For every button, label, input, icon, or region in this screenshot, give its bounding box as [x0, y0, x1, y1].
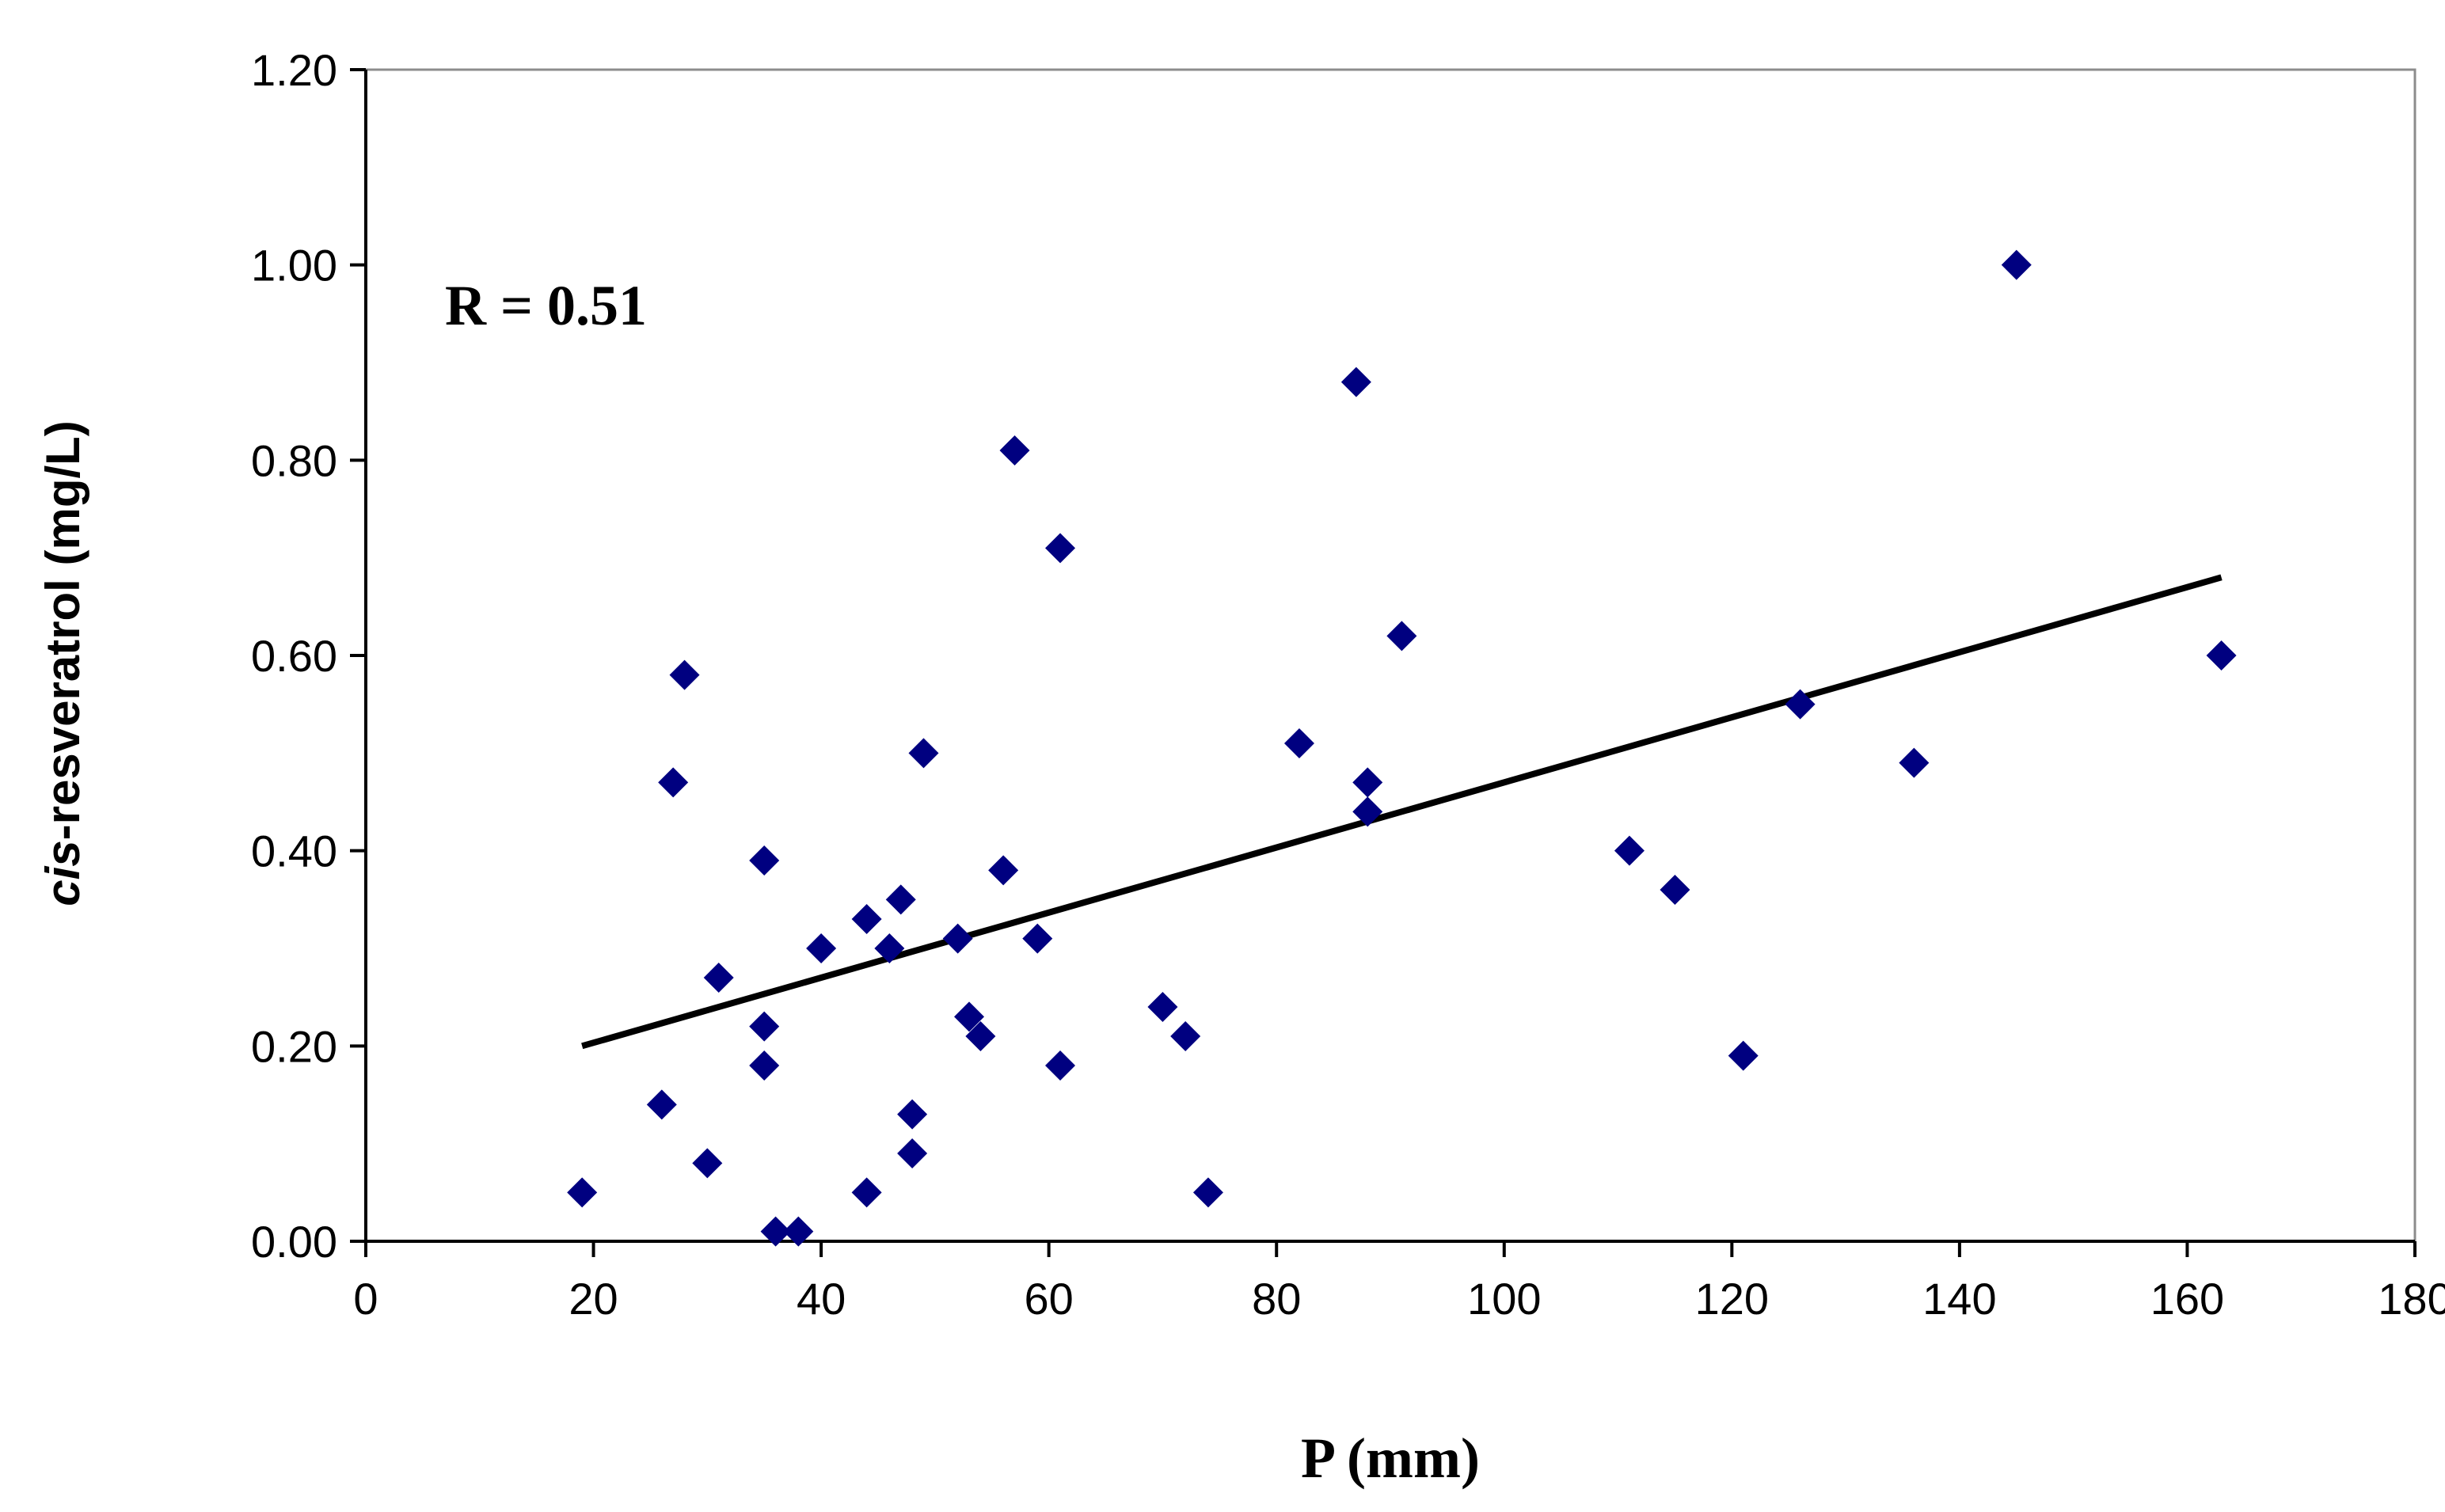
data-point: [749, 1011, 780, 1042]
data-point: [965, 1021, 996, 1051]
y-tick-label: 0.60: [251, 631, 337, 681]
data-point: [646, 1089, 677, 1120]
data-point: [749, 1050, 780, 1081]
x-tick-label: 0: [353, 1274, 378, 1324]
y-axis-label: cis-resveratrol (mg/L): [36, 420, 89, 906]
data-point: [1785, 689, 1816, 720]
x-axis-label: P (mm): [1301, 1427, 1480, 1490]
data-point: [897, 1099, 928, 1130]
data-point: [658, 767, 689, 798]
correlation-annotation: R = 0.51: [445, 274, 647, 337]
data-point: [954, 1001, 985, 1032]
data-point: [1352, 796, 1383, 827]
x-tick-label: 100: [1467, 1274, 1541, 1324]
x-axis-ticks: 0 20 40 60 80 100 120 140 160 180: [353, 1241, 2445, 1324]
y-tick-label: 0.80: [251, 435, 337, 485]
data-points: [567, 249, 2237, 1247]
data-point: [1660, 875, 1690, 905]
x-tick-label: 180: [2378, 1274, 2445, 1324]
data-point: [703, 963, 734, 993]
data-point: [1192, 1177, 1223, 1208]
data-point: [851, 904, 882, 934]
x-tick-label: 80: [1252, 1274, 1301, 1324]
y-tick-label: 1.00: [251, 241, 337, 291]
data-point: [851, 1177, 882, 1208]
data-point: [783, 1216, 814, 1247]
data-point: [806, 933, 837, 963]
data-point: [1340, 367, 1371, 397]
data-point: [1352, 767, 1383, 798]
y-tick-label: 0.20: [251, 1021, 337, 1071]
x-tick-label: 140: [1922, 1274, 1996, 1324]
data-point: [908, 738, 939, 769]
x-tick-label: 160: [2150, 1274, 2224, 1324]
data-point: [942, 923, 973, 954]
data-point: [897, 1138, 928, 1168]
y-tick-label: 1.20: [251, 45, 337, 95]
data-point: [1045, 1050, 1076, 1081]
data-point: [760, 1216, 791, 1247]
data-point: [988, 855, 1019, 886]
y-axis-ticks: 0.00 0.20 0.40 0.60 0.80 1.00 1.20: [251, 45, 366, 1267]
data-point: [1170, 1021, 1201, 1051]
y-axis-label-italic: cis: [36, 840, 89, 906]
y-axis-label-rest: -resveratrol (mg/L): [36, 420, 89, 840]
trendline: [581, 574, 2223, 1050]
x-tick-label: 120: [1695, 1274, 1769, 1324]
data-point: [567, 1177, 598, 1208]
data-point: [1614, 835, 1645, 866]
data-point: [885, 884, 916, 915]
data-point: [1899, 747, 1930, 778]
data-point: [1147, 992, 1178, 1022]
x-tick-label: 40: [797, 1274, 846, 1324]
data-point: [874, 933, 905, 963]
data-point: [749, 845, 780, 876]
data-point: [999, 435, 1030, 465]
data-point: [669, 659, 700, 690]
data-point: [1386, 621, 1417, 652]
x-tick-label: 60: [1025, 1274, 1074, 1324]
x-tick-label: 20: [568, 1274, 618, 1324]
data-point: [692, 1148, 723, 1179]
data-point: [2001, 249, 2032, 280]
data-point: [1283, 728, 1314, 758]
y-tick-label: 0.40: [251, 826, 337, 876]
y-tick-label: 0.00: [251, 1217, 337, 1267]
data-point: [1045, 533, 1076, 564]
data-point: [2206, 640, 2237, 671]
data-point: [1728, 1040, 1759, 1071]
data-point: [1022, 923, 1053, 954]
